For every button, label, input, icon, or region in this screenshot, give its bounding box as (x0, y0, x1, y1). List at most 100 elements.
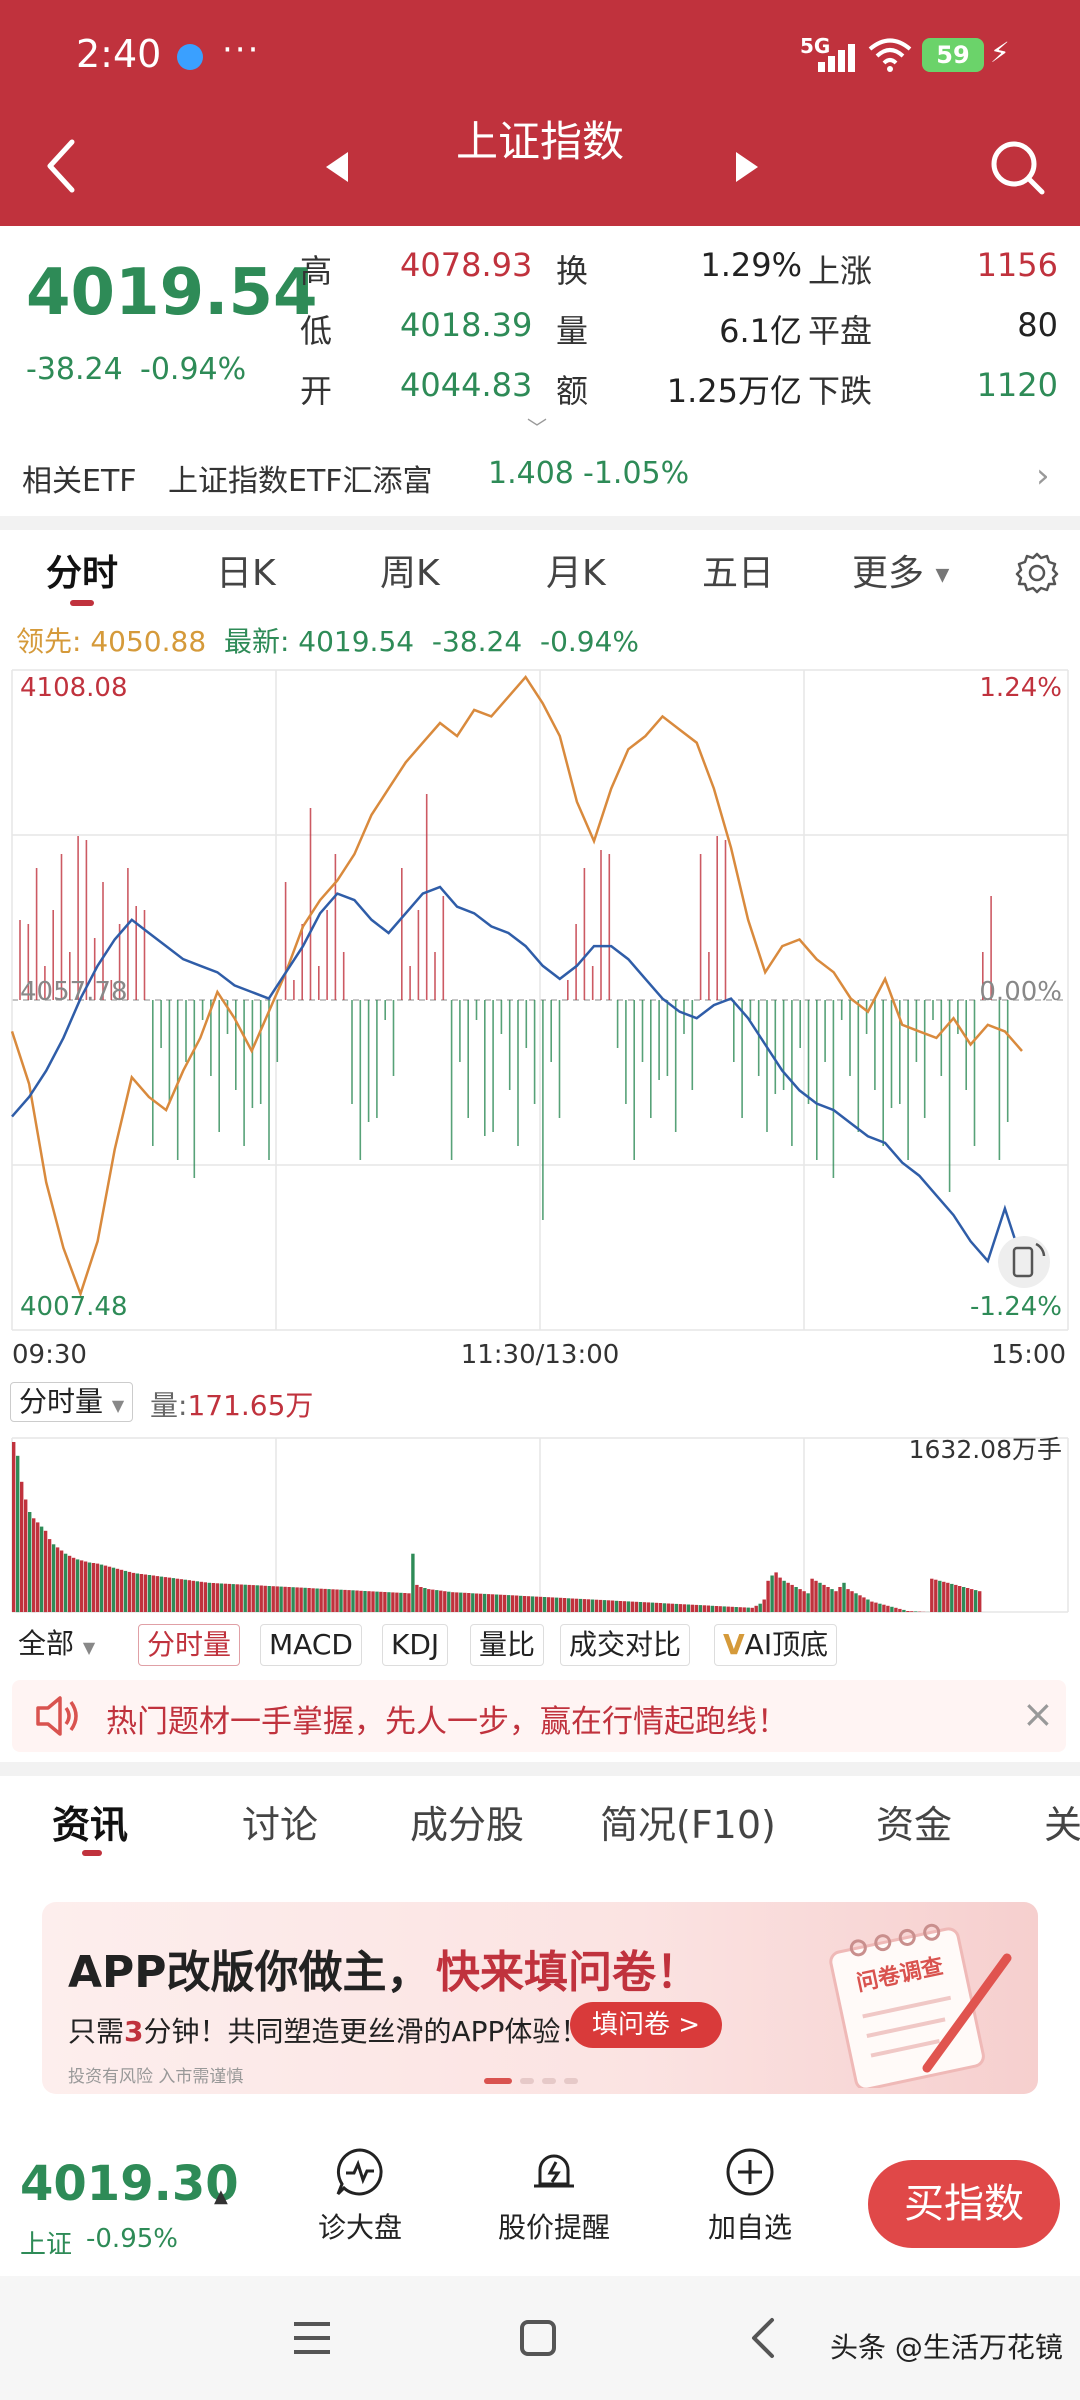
volume-bar (59, 1550, 64, 1612)
tab-five-day[interactable]: 五日 (702, 553, 775, 594)
watermark: 头条 @生活万花镜 (830, 2331, 1063, 2364)
volume-indicator-dropdown[interactable]: 分时量 ▼ (10, 1382, 134, 1422)
volume-bar (810, 1578, 814, 1612)
related-etf-row[interactable]: 相关ETF 上证指数ETF汇添富 1.408 -1.05% › (0, 446, 1080, 508)
volume-bar (63, 1553, 68, 1612)
y-axis-mid-label: 4057.78 (20, 977, 128, 1007)
volume-bar (47, 1539, 52, 1612)
stat-label-amount: 额 (556, 372, 589, 410)
back-button[interactable] (36, 136, 86, 196)
volume-bar (399, 1592, 403, 1612)
volume-bar (554, 1597, 559, 1612)
intraday-chart[interactable]: 4108.08 4057.78 4007.48 1.24% 0.00% -1.2… (0, 660, 1080, 1340)
volume-bars (12, 1442, 982, 1613)
survey-ad-card[interactable]: APP改版你做主， 快来填问卷！ 只需3分钟！共同塑造更丝滑的APP体验！ 填问… (42, 1902, 1038, 2094)
tab-more[interactable]: 更多 ▼ (852, 544, 949, 596)
volume-bar (742, 1607, 746, 1612)
volume-bar (203, 1582, 207, 1612)
volume-chart[interactable]: 1632.08万手 (0, 1430, 1080, 1616)
stat-label-turnover-rate: 换 (556, 252, 589, 290)
tab-weekly-k[interactable]: 周K (380, 553, 440, 594)
volume-bar (938, 1580, 942, 1613)
volume-bar (802, 1591, 806, 1612)
pct-axis-bottom-label: -1.24% (970, 1292, 1062, 1322)
volume-bar (447, 1591, 451, 1612)
indicator-volume[interactable]: 分时量 (138, 1624, 241, 1666)
volume-bar (834, 1591, 838, 1612)
volume-bar (491, 1594, 495, 1612)
volume-bar (718, 1606, 722, 1612)
wifi-icon (868, 38, 912, 72)
tab-constituents[interactable]: 成分股 (410, 1803, 525, 1847)
battery-icon: 59 (922, 38, 984, 72)
volume-bar (958, 1586, 962, 1612)
volume-bar (103, 1565, 108, 1612)
tab-intraday[interactable]: 分时 (46, 553, 119, 594)
menu-icon[interactable] (290, 2320, 334, 2356)
volume-bar (962, 1587, 966, 1612)
volume-bar (415, 1584, 419, 1612)
tab-discussion[interactable]: 讨论 (242, 1803, 319, 1847)
volume-bar (475, 1593, 479, 1612)
tab-monthly-k[interactable]: 月K (546, 553, 606, 594)
tab-capital[interactable]: 资金 (876, 1803, 953, 1847)
indicator-macd[interactable]: MACD (260, 1624, 362, 1666)
volume-bar (187, 1580, 191, 1612)
volume-bar (155, 1576, 160, 1612)
gear-icon[interactable] (1015, 550, 1059, 594)
ad-cta-button[interactable]: 填问卷 > (570, 2002, 723, 2048)
stat-value-decliners: 1120 (976, 366, 1058, 404)
close-icon[interactable]: × (1022, 1692, 1054, 1736)
buy-index-button[interactable]: 买指数 (868, 2160, 1060, 2248)
home-icon[interactable] (518, 2318, 558, 2358)
volume-bar (71, 1557, 76, 1612)
price-alert-button[interactable]: 股价提醒 (484, 2146, 624, 2246)
add-watchlist-button[interactable]: 加自选 (680, 2146, 820, 2246)
promo-banner[interactable]: 热门题材一手掌握，先人一步，赢在行情起跑线！ × (12, 1680, 1066, 1752)
volume-bar (339, 1589, 343, 1612)
volume-bar (175, 1578, 180, 1612)
caret-up-icon[interactable]: ▲ (214, 2186, 228, 2207)
volume-bar (107, 1566, 112, 1612)
search-icon[interactable] (988, 138, 1046, 196)
indicator-trade-compare[interactable]: 成交对比 (560, 1624, 691, 1666)
volume-bar (163, 1577, 168, 1612)
tab-related[interactable]: 关 (1044, 1803, 1080, 1847)
volume-bar (267, 1586, 271, 1612)
volume-bar (798, 1589, 802, 1612)
volume-bar (722, 1606, 726, 1612)
volume-bar (343, 1589, 347, 1612)
next-index-button[interactable] (732, 150, 762, 184)
volume-bar (455, 1592, 459, 1612)
diagnose-market-button[interactable]: 诊大盘 (290, 2146, 430, 2246)
volume-bar (566, 1598, 571, 1613)
volume-bar (507, 1595, 511, 1612)
volume-bar (818, 1582, 822, 1612)
back-nav-icon[interactable] (748, 2316, 778, 2360)
volume-bar (694, 1604, 698, 1612)
tab-news[interactable]: 资讯 (52, 1803, 129, 1847)
expand-chevron-icon[interactable]: ﹀ (527, 416, 547, 440)
volume-bar (654, 1602, 659, 1612)
volume-bar (311, 1588, 315, 1613)
volume-bar (67, 1555, 72, 1613)
indicator-all[interactable]: 全部 ▼ (10, 1624, 104, 1666)
indicator-ai-top-bottom[interactable]: VAI顶底 (714, 1624, 838, 1666)
rotate-screen-icon[interactable] (998, 1236, 1050, 1288)
tab-daily-k[interactable]: 日K (216, 553, 276, 594)
status-bar: 2:40 ··· 5G 59 ⚡ (0, 0, 1080, 110)
time-tick-mid: 11:30/13:00 (460, 1340, 620, 1370)
caret-down-icon: ▼ (111, 1396, 125, 1415)
volume-bar (283, 1586, 287, 1612)
tab-profile[interactable]: 简况(F10) (600, 1803, 776, 1847)
volume-bar (862, 1597, 866, 1612)
volume-bar (942, 1581, 946, 1612)
volume-bar (115, 1568, 120, 1612)
volume-bar (934, 1579, 938, 1612)
indicator-volume-ratio[interactable]: 量比 (470, 1624, 545, 1666)
pct-axis-mid-label: 0.00% (979, 977, 1062, 1007)
prev-index-button[interactable] (322, 150, 352, 184)
volume-bar (287, 1587, 291, 1612)
indicator-kdj[interactable]: KDJ (382, 1624, 449, 1666)
diagnose-market-label: 诊大盘 (317, 2211, 402, 2244)
